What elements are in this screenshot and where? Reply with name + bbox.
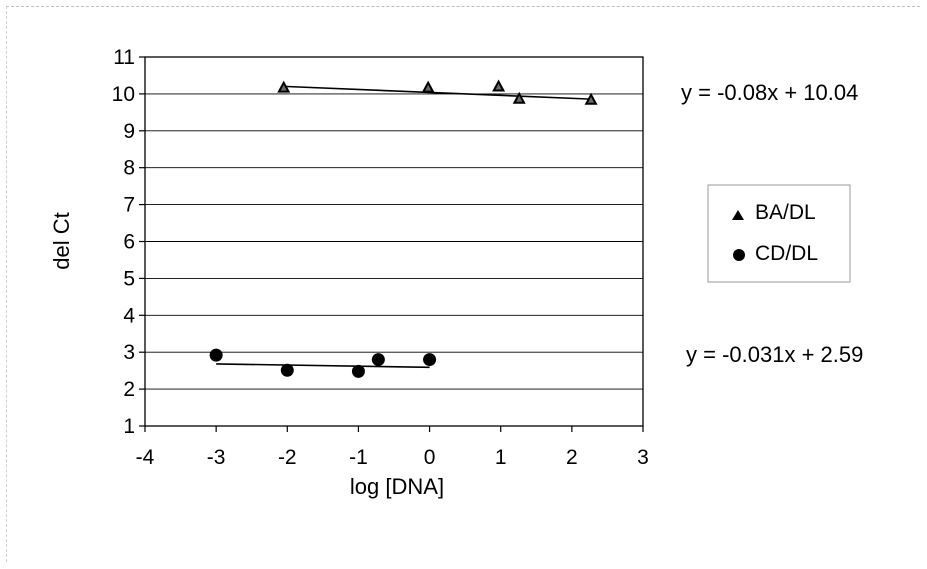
trendline-cd-dl	[216, 363, 430, 369]
y-tick-label: 4	[123, 304, 135, 327]
data-point-triangle-highlight	[495, 83, 502, 90]
legend-marker-triangle-icon	[732, 210, 744, 220]
y-tick-label: 1	[123, 415, 135, 438]
y-tick-label: 11	[113, 46, 135, 69]
y-axis-title: del Ct	[49, 212, 74, 269]
data-point-circle	[209, 348, 223, 362]
legend-marker-circle-icon	[733, 249, 745, 261]
legend-label-cd-dl: CD/DL	[755, 242, 818, 265]
trendlines	[216, 85, 592, 369]
y-tick-label: 9	[123, 120, 135, 143]
legend-label-ba-dl: BA/DL	[755, 201, 816, 224]
data-point-triangle-highlight	[280, 84, 287, 91]
x-tick-label: 0	[424, 446, 436, 469]
data-points	[209, 79, 598, 378]
y-tick-label: 2	[123, 378, 135, 401]
y-tick-label: 7	[123, 194, 135, 217]
trendline-ba-dl	[283, 85, 592, 100]
x-tick-label: 1	[495, 446, 507, 469]
data-point-circle	[423, 353, 437, 367]
x-axis-title: log [DNA]	[350, 474, 444, 499]
y-tick-label: 5	[123, 267, 135, 290]
data-point-triangle-highlight	[425, 84, 432, 91]
trend-equation-ba-dl: y = -0.08x + 10.04	[681, 80, 858, 105]
data-point-triangle-highlight	[516, 95, 523, 102]
x-tick-label: -4	[136, 446, 155, 469]
x-tick-label: -3	[207, 446, 226, 469]
y-tick-label: 10	[112, 83, 135, 106]
x-tick-label: -2	[278, 446, 297, 469]
y-tick-label: 3	[123, 341, 135, 364]
axis-ticks: 1 2 3 4 5 6 7 8 9 10 11 -4 -3 -2 -1 0 1 2 3	[112, 46, 649, 469]
x-tick-label: 2	[566, 446, 578, 469]
chart-frame	[6, 6, 920, 562]
data-point-circle	[371, 353, 385, 367]
x-tick-label: 3	[637, 446, 649, 469]
legend-box	[707, 184, 851, 283]
data-point-triangle-highlight	[588, 96, 595, 103]
data-point-circle	[351, 364, 365, 378]
y-tick-label: 6	[123, 231, 135, 254]
y-tick-label: 8	[123, 157, 135, 180]
trend-equation-cd-dl: y = -0.031x + 2.59	[686, 342, 863, 367]
legend: BA/DL CD/DL	[707, 184, 851, 283]
gridlines	[145, 93, 643, 390]
data-point-circle	[280, 363, 294, 377]
x-tick-label: -1	[349, 446, 368, 469]
